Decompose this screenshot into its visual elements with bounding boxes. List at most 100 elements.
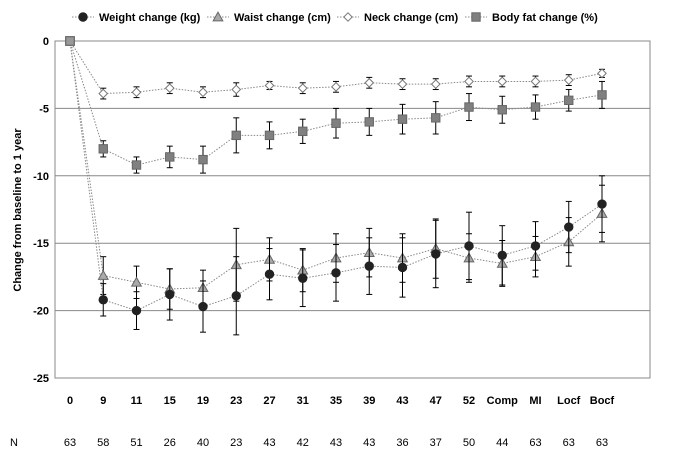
n-value: 58: [97, 437, 109, 449]
x-tick-label: Bocf: [590, 395, 615, 407]
y-tick-label: 0: [43, 36, 49, 48]
n-value: 36: [396, 437, 408, 449]
data-point: [531, 242, 539, 250]
n-value: 63: [563, 437, 575, 449]
data-point: [531, 77, 539, 85]
x-tick-label: 0: [67, 395, 73, 407]
legend: Weight change (kg) Waist change (cm) Neck …: [72, 12, 598, 24]
data-point: [498, 77, 506, 85]
x-tick-label: 31: [297, 395, 309, 407]
data-point: [465, 77, 473, 85]
n-value: 44: [496, 437, 508, 449]
data-point: [232, 85, 240, 93]
x-tick-label: 39: [363, 395, 375, 407]
data-point: [132, 161, 140, 169]
x-tick-label: 15: [164, 395, 176, 407]
y-tick-label: -20: [33, 306, 49, 318]
data-point: [132, 88, 140, 96]
data-point: [166, 84, 174, 92]
data-point: [199, 302, 207, 310]
data-point: [432, 114, 440, 122]
n-value: 43: [363, 437, 375, 449]
data-point: [232, 292, 240, 300]
series-line: [70, 41, 602, 165]
n-value: 63: [64, 437, 76, 449]
n-row: N 63 58 51 26 40 23 43 42 43 43 36 37 50 44 63 63 63: [10, 437, 608, 449]
n-value: 23: [230, 437, 242, 449]
data-point: [398, 263, 406, 271]
n-value: 40: [197, 437, 209, 449]
n-row-label: N: [10, 437, 18, 449]
data-point: [365, 118, 373, 126]
n-value: 63: [529, 437, 541, 449]
n-value: 37: [430, 437, 442, 449]
n-value: 26: [164, 437, 176, 449]
x-tick-label: 23: [230, 395, 242, 407]
y-axis-ticks: 0 -5 -10 -15 -20 -25: [33, 36, 49, 385]
series-layer: [66, 37, 607, 335]
data-point: [565, 76, 573, 84]
data-point: [199, 88, 207, 96]
data-point: [98, 271, 108, 280]
n-value: 43: [263, 437, 275, 449]
x-tick-label: 9: [100, 395, 106, 407]
data-point: [299, 274, 307, 282]
data-point: [565, 223, 573, 231]
data-point: [498, 106, 506, 114]
data-point: [432, 80, 440, 88]
y-axis-label: Change from baseline to 1 year: [12, 128, 24, 292]
x-tick-label: 52: [463, 395, 475, 407]
y-tick-label: -25: [33, 373, 49, 385]
n-value: 43: [330, 437, 342, 449]
data-point: [432, 250, 440, 258]
data-point: [299, 84, 307, 92]
y-tick-label: -10: [33, 171, 49, 183]
data-point: [99, 145, 107, 153]
data-point: [166, 290, 174, 298]
data-point: [299, 127, 307, 135]
data-point: [531, 103, 539, 111]
series-2: [66, 37, 606, 99]
data-point: [498, 251, 506, 259]
data-point: [332, 83, 340, 91]
data-point: [398, 80, 406, 88]
legend-label: Waist change (cm): [234, 12, 331, 24]
x-tick-label: 11: [131, 395, 143, 407]
data-point: [166, 153, 174, 161]
data-point: [332, 119, 340, 127]
data-point: [598, 69, 606, 77]
data-point: [365, 79, 373, 87]
x-tick-label: Comp: [487, 395, 518, 407]
legend-marker: [79, 13, 87, 21]
data-point: [398, 115, 406, 123]
x-tick-label: 43: [396, 395, 408, 407]
data-point: [332, 269, 340, 277]
data-point: [265, 81, 273, 89]
data-point: [598, 91, 606, 99]
gridlines: [55, 108, 650, 310]
x-tick-label: 35: [330, 395, 342, 407]
legend-label: Body fat change (%): [492, 12, 598, 24]
data-point: [598, 200, 606, 208]
n-value: 50: [463, 437, 475, 449]
n-value: 42: [297, 437, 309, 449]
n-value: 51: [130, 437, 142, 449]
legend-label: Weight change (kg): [99, 12, 201, 24]
data-point: [365, 262, 373, 270]
data-point: [265, 131, 273, 139]
legend-marker: [213, 12, 223, 21]
data-point: [565, 96, 573, 104]
data-point: [232, 131, 240, 139]
n-value: 63: [596, 437, 608, 449]
x-axis-ticks: 0 9 11 15 19 23 27 31 35 39 43 47 52 Comp MI Locf Bocf: [67, 395, 615, 407]
data-point: [465, 242, 473, 250]
data-point: [99, 89, 107, 97]
legend-label: Neck change (cm): [364, 12, 458, 24]
data-point: [66, 37, 74, 45]
data-point: [199, 155, 207, 163]
y-tick-label: -5: [39, 103, 49, 115]
y-tick-label: -15: [33, 238, 49, 250]
series-3: [66, 37, 606, 173]
data-point: [132, 306, 140, 314]
